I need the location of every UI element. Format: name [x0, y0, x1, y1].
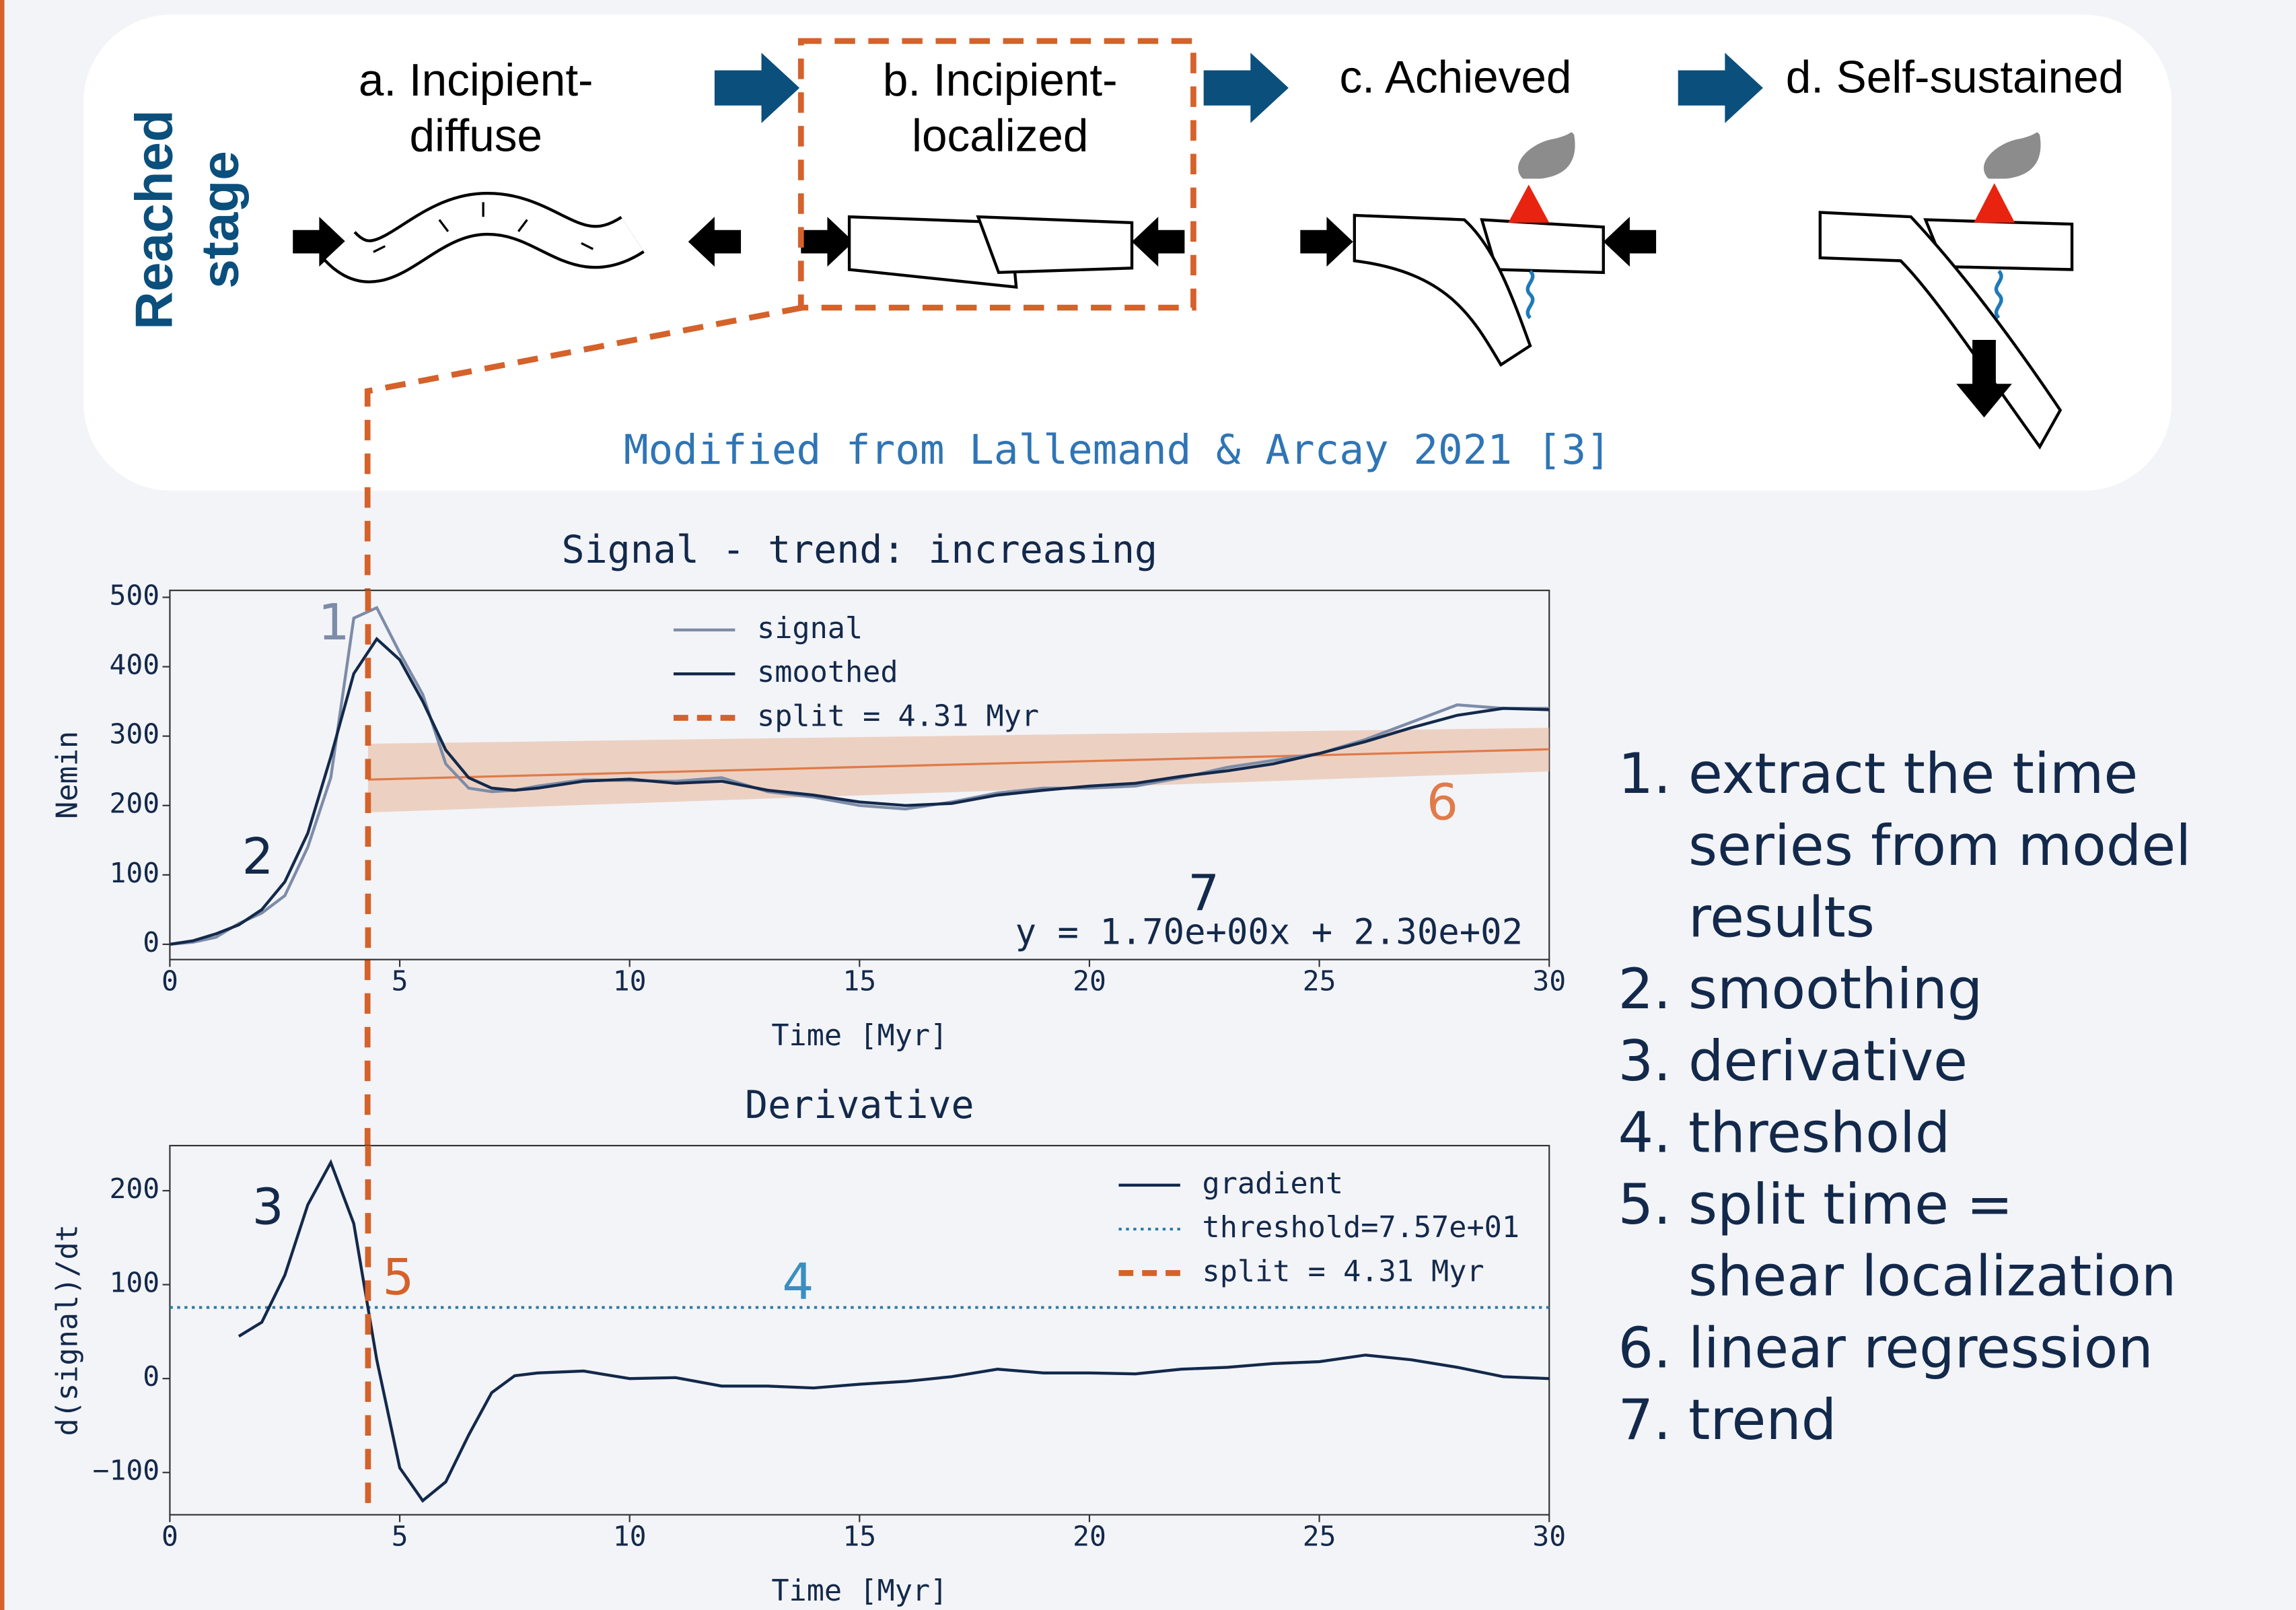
legend-label: signal [757, 612, 863, 645]
step-text: threshold [1688, 1100, 1950, 1165]
x-axis-label: Time [Myr] [771, 1574, 947, 1608]
y-axis-label: Nemin [50, 731, 84, 819]
plot-area [170, 1146, 1549, 1514]
y-tick-label: −100 [93, 1455, 160, 1487]
annotation: 2 [242, 828, 273, 886]
x-tick-label: 5 [392, 1520, 408, 1552]
x-tick-label: 25 [1303, 1520, 1336, 1552]
credit: Modified from Lallemand & Arcay 2021 [3] [624, 426, 1611, 474]
step-number: 1. [1618, 741, 1672, 806]
y-axis-label: d(signal)/dt [50, 1224, 84, 1436]
y-tick-label: 200 [110, 788, 160, 820]
annotation: 6 [1427, 774, 1458, 832]
y-tick-label: 100 [110, 857, 160, 889]
page: { "diagram": { "side_label": ["Reached",… [0, 0, 2296, 1610]
step-text: smoothing [1688, 956, 1982, 1022]
legend-label: split = 4.31 Myr [1203, 1255, 1484, 1288]
x-tick-label: 30 [1532, 965, 1566, 997]
annotation: 5 [382, 1249, 414, 1306]
step-number: 2. [1618, 956, 1672, 1022]
x-tick-label: 10 [613, 1520, 647, 1552]
x-tick-label: 30 [1532, 1520, 1566, 1552]
annotation: 3 [252, 1178, 284, 1236]
step-text: trend [1688, 1387, 1836, 1452]
x-tick-label: 0 [162, 1520, 178, 1552]
side-rule [0, 0, 5, 1610]
x-axis-label: Time [Myr] [771, 1019, 947, 1053]
stage-label: d. Self-sustained [1786, 53, 2124, 103]
legend-label: gradient [1203, 1167, 1344, 1201]
y-tick-label: 300 [110, 718, 160, 750]
step-number: 3. [1618, 1028, 1672, 1094]
y-tick-label: 0 [143, 1360, 159, 1393]
legend-label: smoothed [757, 656, 898, 689]
x-tick-label: 25 [1303, 965, 1336, 997]
legend-label: threshold=7.57e+01 [1203, 1211, 1520, 1245]
annotation: 7 [1188, 865, 1219, 923]
stage-label: a. Incipient- [359, 55, 594, 106]
y-tick-label: 100 [110, 1267, 160, 1299]
step-number: 6. [1618, 1315, 1672, 1380]
chart-title: Derivative [745, 1083, 974, 1127]
annotation: 1 [318, 594, 350, 652]
step-number: 5. [1618, 1172, 1672, 1237]
step-text: derivative [1688, 1028, 1968, 1094]
stage-label: localized [912, 111, 1088, 162]
stage-label: b. Incipient- [883, 55, 1118, 106]
x-tick-label: 20 [1073, 1520, 1106, 1552]
step-text: series from model [1688, 813, 2191, 878]
step-text: results [1688, 884, 1875, 950]
stage-label: c. Achieved [1339, 53, 1571, 103]
step-text: split time = [1688, 1172, 2013, 1237]
annotation: 4 [782, 1253, 814, 1310]
x-tick-label: 15 [842, 965, 876, 997]
side-label: Reached [124, 110, 184, 330]
step-text: extract the time [1688, 741, 2138, 806]
y-tick-label: 500 [110, 579, 160, 611]
y-tick-label: 0 [143, 926, 159, 958]
side-label: stage [190, 151, 250, 289]
step-number: 7. [1618, 1387, 1672, 1452]
step-number: 4. [1618, 1100, 1672, 1165]
step-text: linear regression [1688, 1315, 2153, 1380]
x-tick-label: 0 [162, 965, 178, 997]
x-tick-label: 5 [392, 965, 408, 997]
chart-title: Signal - trend: increasing [562, 528, 1158, 572]
y-tick-label: 400 [110, 649, 160, 681]
equation: y = 1.70e+00x + 2.30e+02 [1015, 913, 1523, 953]
figure: Reached stage a. Incipient- diffuse b. I… [0, 0, 2296, 1610]
step-text: shear localization [1688, 1244, 2176, 1309]
stage-label: diffuse [409, 111, 542, 162]
x-tick-label: 10 [613, 965, 647, 997]
y-tick-label: 200 [110, 1172, 160, 1205]
x-tick-label: 20 [1073, 965, 1106, 997]
x-tick-label: 15 [842, 1520, 876, 1552]
legend-label: split = 4.31 Myr [757, 699, 1039, 733]
